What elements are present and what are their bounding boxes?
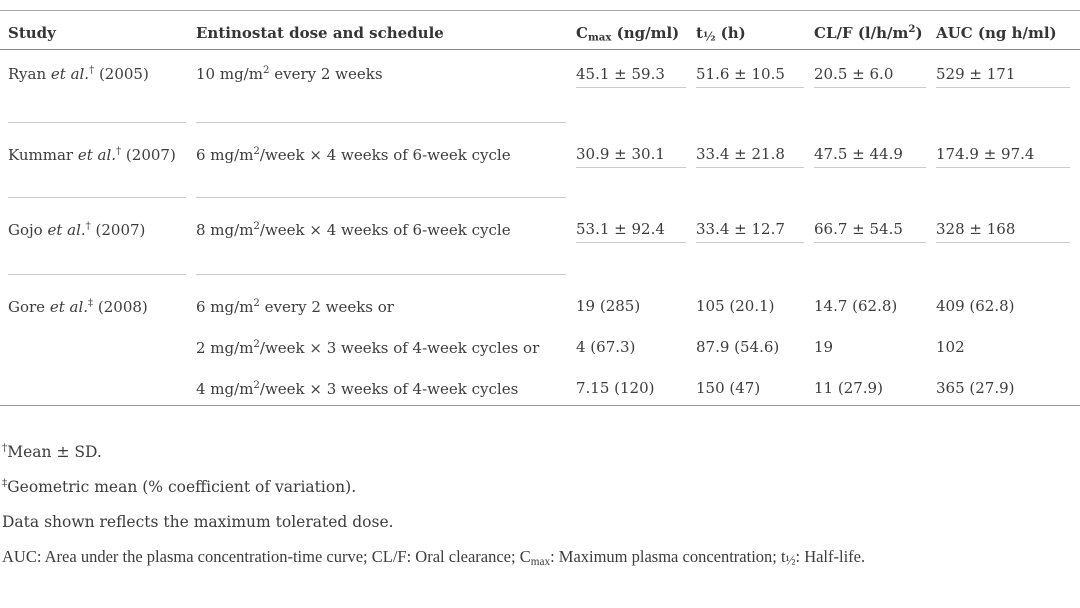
col-header-cmax: Cmax (ng/ml)	[576, 10, 696, 50]
col-header-auc: AUC (ng h/ml)	[936, 10, 1080, 50]
auc-value: 529 ± 171	[936, 64, 1070, 88]
study-cell: Ryan et al.† (2005)	[8, 65, 149, 83]
table-row-ryan: Ryan et al.† (2005) 10 mg/m2 every 2 wee…	[0, 50, 1080, 123]
dagger-mark: †	[89, 65, 95, 76]
dagger-mark: †	[2, 441, 8, 454]
thalf-subscript: ½	[785, 552, 796, 568]
dose-line: 4 mg/m2/week × 3 weeks of 4-week cycles	[196, 380, 519, 398]
study-cell: Gojo et al.† (2007)	[8, 197, 186, 240]
col-header-thalf: t½ (h)	[696, 10, 814, 50]
dose-line: 2 mg/m2/week × 3 weeks of 4-week cycles …	[196, 339, 540, 357]
cmax-value: 19 (285)	[576, 297, 641, 315]
study-cell: Gore et al.‡ (2008)	[8, 274, 186, 317]
thalf-value: 51.6 ± 10.5	[696, 64, 804, 88]
dose-cell: 6 mg/m2/week × 4 weeks of 6-week cycle	[196, 122, 566, 165]
cmax-subscript: max	[587, 31, 612, 44]
study-cell: Kummar et al.† (2007)	[8, 122, 186, 165]
thalf-value: 87.9 (54.6)	[696, 338, 780, 356]
dose-cell: 10 mg/m2 every 2 weeks	[196, 65, 383, 83]
clf-value: 14.7 (62.8)	[814, 297, 898, 315]
clf-value: 47.5 ± 44.9	[814, 144, 926, 168]
clf-value: 19	[814, 338, 834, 356]
auc-value: 365 (27.9)	[936, 379, 1015, 397]
footnote-mtd: Data shown reflects the maximum tolerate…	[2, 513, 394, 531]
thalf-subscript: ½	[702, 29, 716, 44]
footnote-geometric-mean: ‡Geometric mean (% coefficient of variat…	[2, 476, 357, 496]
auc-value: 328 ± 168	[936, 219, 1070, 243]
thalf-value: 150 (47)	[696, 379, 761, 397]
col-header-dose: Entinostat dose and schedule	[196, 10, 576, 50]
table-row-gore: Gore et al.‡ (2008) 6 mg/m2 every 2 week…	[0, 274, 1080, 406]
table-row-kummar: Kummar et al.† (2007) 6 mg/m2/week × 4 w…	[0, 122, 1080, 197]
clf-value: 11 (27.9)	[814, 379, 883, 397]
dose-cell: 8 mg/m2/week × 4 weeks of 6-week cycle	[196, 197, 566, 240]
dose-cell: 6 mg/m2 every 2 weeks or 2 mg/m2/week × …	[196, 274, 566, 399]
cmax-value: 45.1 ± 59.3	[576, 64, 686, 88]
header-row: Study Entinostat dose and schedule Cmax …	[0, 10, 1080, 50]
dagger-mark: †	[85, 221, 91, 232]
entinostat-pk-table: Study Entinostat dose and schedule Cmax …	[0, 10, 1080, 406]
clf-value: 66.7 ± 54.5	[814, 219, 926, 243]
auc-value: 174.9 ± 97.4	[936, 144, 1070, 168]
clf-value: 20.5 ± 6.0	[814, 64, 926, 88]
thalf-value: 33.4 ± 12.7	[696, 219, 804, 243]
dose-line: 6 mg/m2 every 2 weeks or	[196, 298, 394, 316]
footnote-mean-sd: †Mean ± SD.	[2, 441, 102, 461]
cmax-value: 53.1 ± 92.4	[576, 219, 686, 243]
cmax-value: 7.15 (120)	[576, 379, 655, 397]
auc-value: 102	[936, 338, 965, 356]
cmax-value: 4 (67.3)	[576, 338, 636, 356]
footnote-abbreviations: AUC: Area under the plasma concentration…	[2, 547, 866, 568]
cmax-subscript: max	[530, 555, 551, 568]
auc-value: 409 (62.8)	[936, 297, 1015, 315]
col-header-clf: CL/F (l/h/m2)	[814, 10, 936, 50]
col-header-study: Study	[0, 10, 196, 50]
dagger-mark: †	[116, 146, 122, 157]
footnotes: †Mean ± SD. ‡Geometric mean (% coefficie…	[0, 406, 1080, 568]
cmax-value: 30.9 ± 30.1	[576, 144, 686, 168]
table-row-gojo: Gojo et al.† (2007) 8 mg/m2/week × 4 wee…	[0, 197, 1080, 274]
thalf-value: 33.4 ± 21.8	[696, 144, 804, 168]
double-dagger-mark: ‡	[88, 298, 94, 309]
double-dagger-mark: ‡	[2, 476, 8, 489]
thalf-value: 105 (20.1)	[696, 297, 775, 315]
